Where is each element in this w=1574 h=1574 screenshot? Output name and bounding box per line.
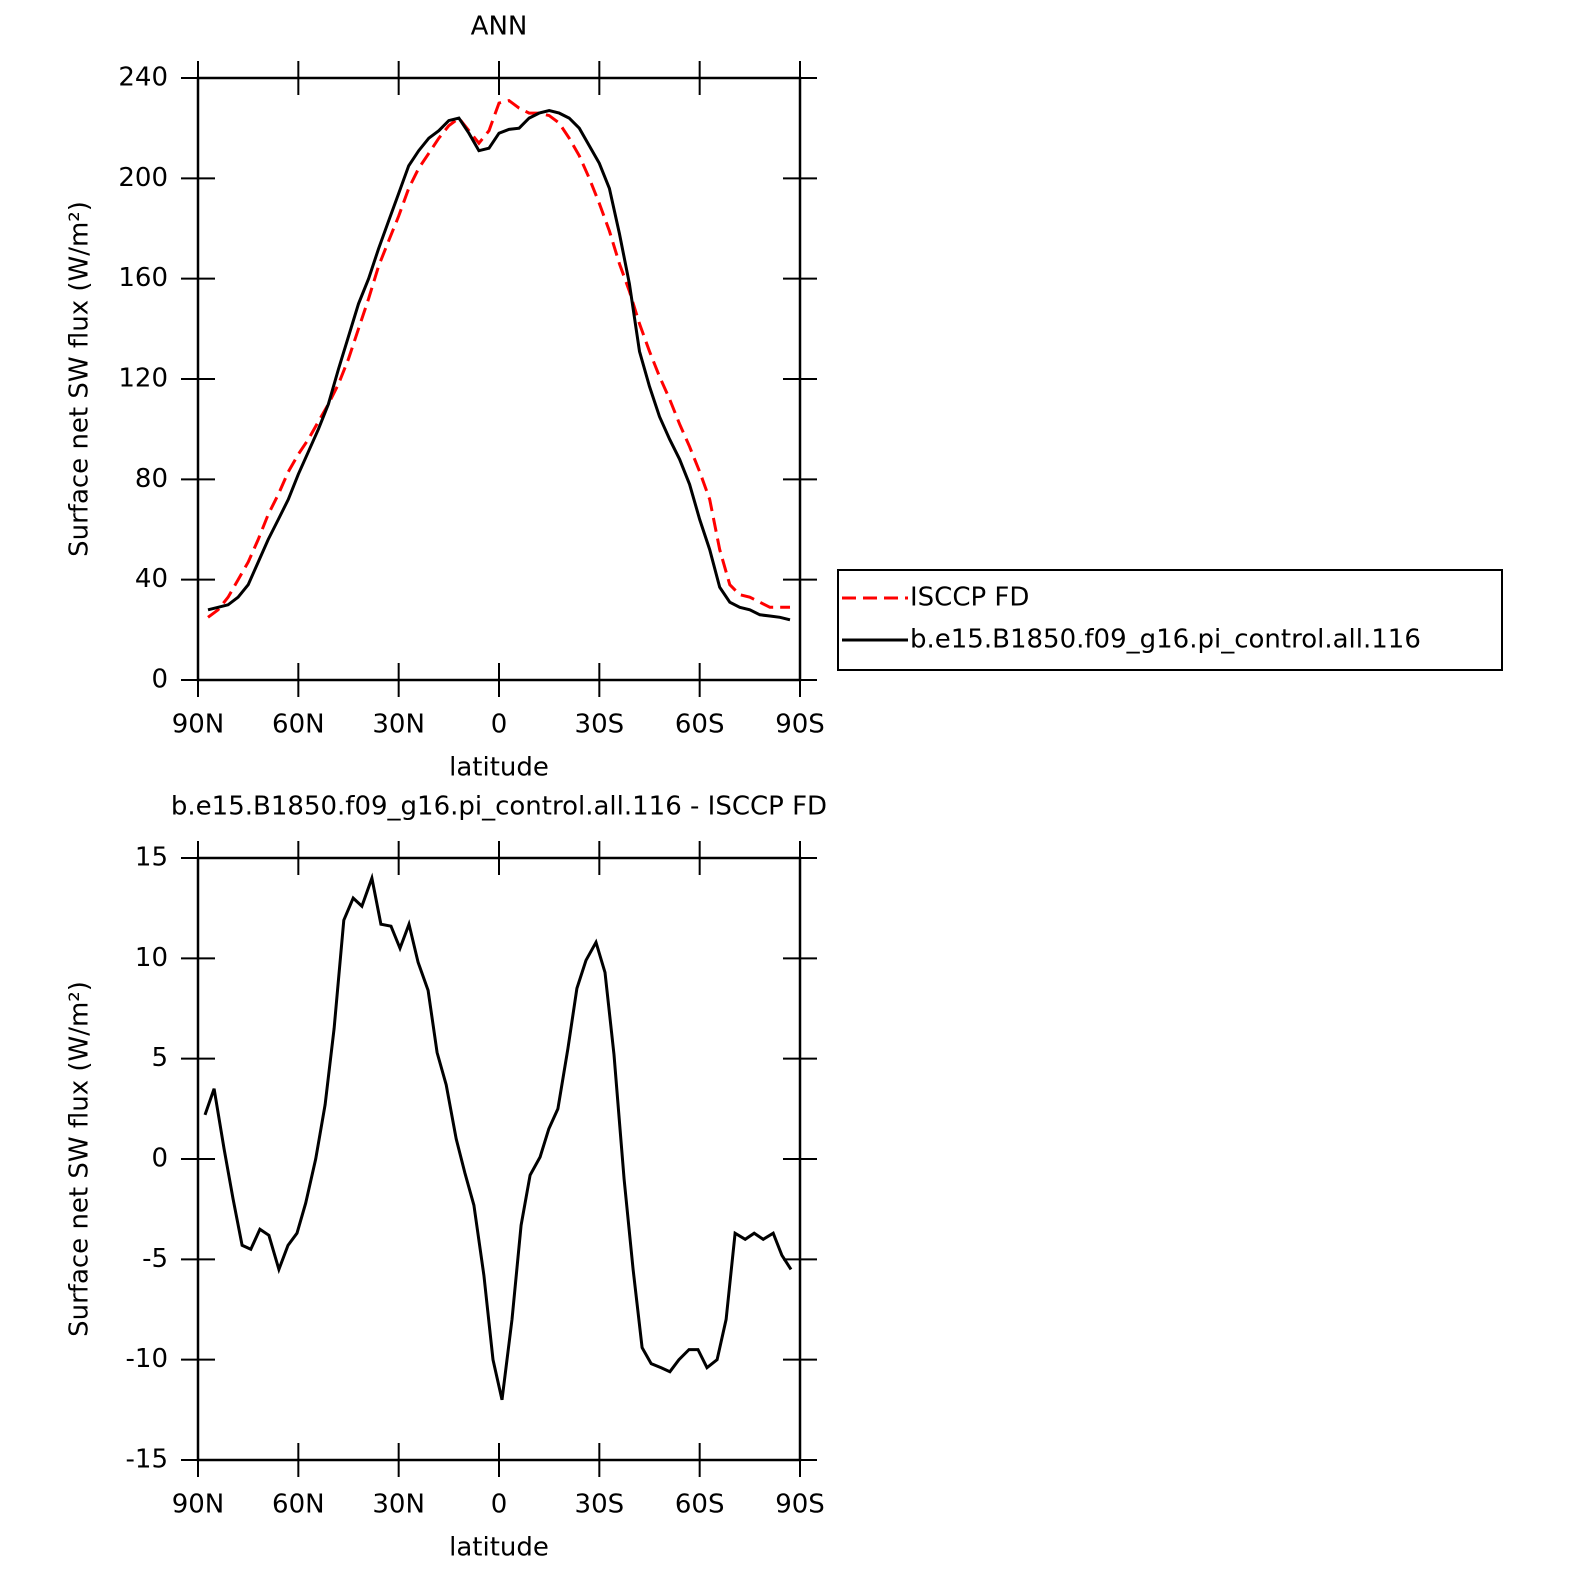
chart-title: b.e15.B1850.f09_g16.pi_control.all.116 -…: [171, 792, 827, 822]
y-tick-label: 0: [151, 1144, 168, 1174]
x-tick-label: 0: [491, 1490, 508, 1520]
x-tick-label: 60N: [272, 1490, 325, 1520]
x-tick-label: 90S: [775, 1490, 825, 1520]
y-tick-label: 40: [135, 564, 168, 594]
plot-frame: [196, 76, 802, 682]
x-tick-label: 30S: [575, 710, 625, 740]
x-tick-label: 0: [491, 710, 508, 740]
legend-label: b.e15.B1850.f09_g16.pi_control.all.116: [910, 625, 1421, 655]
y-tick-label: 5: [151, 1043, 168, 1073]
y-axis-label: Surface net SW flux (W/m²): [65, 201, 95, 557]
y-tick-label: 80: [135, 464, 168, 494]
x-axis-label: latitude: [449, 1533, 549, 1563]
y-tick-label: -5: [142, 1244, 168, 1274]
y-axis-label: Surface net SW flux (W/m²): [65, 981, 95, 1337]
y-tick-label: 160: [118, 263, 168, 293]
legend-box: [837, 569, 1503, 671]
y-tick-label: -15: [126, 1445, 168, 1475]
y-tick-label: 10: [135, 943, 168, 973]
y-tick-label: 120: [118, 364, 168, 394]
chart-title: ANN: [471, 12, 528, 42]
y-tick-label: 200: [118, 163, 168, 193]
y-tick-label: 240: [118, 63, 168, 93]
y-tick-label: -10: [126, 1344, 168, 1374]
data-line: [207, 98, 790, 619]
x-tick-label: 60N: [272, 710, 325, 740]
y-tick-label: 15: [135, 843, 168, 873]
y-tick-label: 0: [151, 665, 168, 695]
x-tick-label: 60S: [675, 710, 725, 740]
x-tick-label: 90N: [172, 710, 225, 740]
data-line: [207, 109, 791, 622]
plot-frame: [196, 856, 802, 1462]
x-axis-label: latitude: [449, 753, 549, 783]
x-tick-label: 30N: [372, 1490, 425, 1520]
x-tick-label: 90N: [172, 1490, 225, 1520]
x-tick-label: 60S: [675, 1490, 725, 1520]
x-tick-label: 90S: [775, 710, 825, 740]
x-tick-label: 30N: [372, 710, 425, 740]
data-line: [203, 872, 793, 1401]
x-tick-label: 30S: [575, 1490, 625, 1520]
legend-label: ISCCP FD: [910, 583, 1029, 613]
